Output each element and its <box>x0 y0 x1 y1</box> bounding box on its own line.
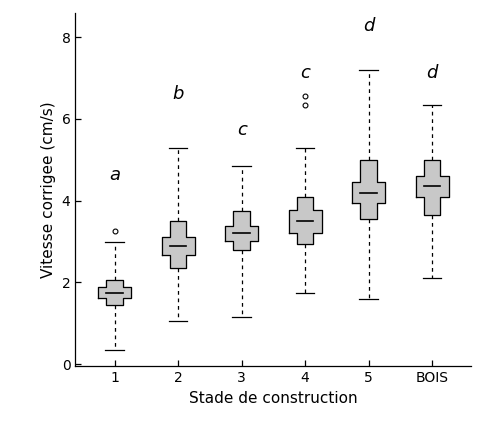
Text: c: c <box>237 121 246 139</box>
Text: c: c <box>300 64 310 82</box>
Text: b: b <box>173 85 184 103</box>
Text: d: d <box>426 64 438 82</box>
Polygon shape <box>225 211 258 250</box>
X-axis label: Stade de construction: Stade de construction <box>189 391 358 406</box>
Y-axis label: Vitesse corrigee (cm/s): Vitesse corrigee (cm/s) <box>41 101 56 278</box>
Polygon shape <box>352 160 385 219</box>
Polygon shape <box>289 197 322 244</box>
Text: a: a <box>109 166 120 184</box>
Polygon shape <box>416 160 449 215</box>
Text: d: d <box>363 17 374 35</box>
Polygon shape <box>162 221 195 268</box>
Polygon shape <box>98 280 131 305</box>
